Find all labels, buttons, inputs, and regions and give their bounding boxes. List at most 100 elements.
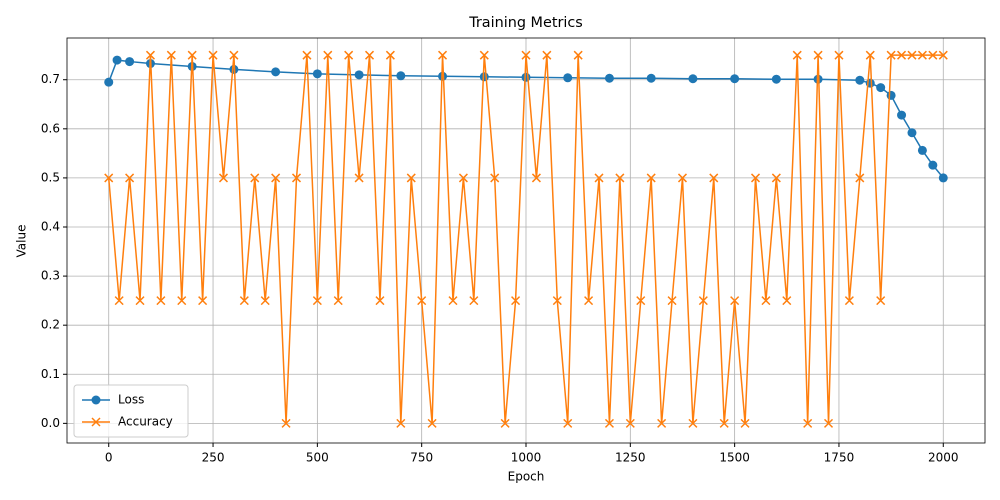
marker	[823, 418, 834, 428]
marker	[855, 75, 865, 85]
marker	[542, 50, 552, 60]
marker	[604, 418, 614, 428]
marker	[385, 50, 395, 60]
marker	[417, 296, 427, 306]
x-axis-label: Epoch	[508, 470, 545, 484]
marker	[458, 173, 468, 183]
marker	[928, 50, 938, 60]
marker	[552, 296, 562, 306]
y-tick-label: 0.6	[41, 121, 60, 135]
marker	[761, 296, 771, 306]
marker	[291, 173, 302, 183]
marker	[490, 173, 500, 183]
marker	[855, 173, 865, 183]
marker	[364, 50, 375, 60]
marker	[312, 296, 322, 306]
marker	[594, 173, 604, 183]
marker	[344, 50, 354, 60]
marker	[636, 296, 646, 306]
marker	[198, 296, 208, 306]
marker	[886, 50, 896, 60]
marker	[771, 74, 781, 84]
marker	[604, 73, 614, 83]
marker	[187, 50, 197, 60]
marker	[563, 418, 573, 428]
y-tick-label: 0.4	[41, 220, 60, 234]
marker	[177, 296, 187, 306]
x-tick-label: 250	[202, 451, 225, 465]
marker	[354, 70, 364, 80]
marker	[876, 296, 886, 306]
marker	[688, 418, 698, 428]
marker	[938, 50, 948, 60]
marker	[688, 74, 698, 84]
marker	[354, 173, 364, 183]
x-tick-label: 0	[105, 451, 113, 465]
marker	[740, 418, 750, 428]
marker	[312, 69, 322, 79]
legend-label: Accuracy	[118, 415, 173, 429]
marker	[719, 418, 729, 428]
x-tick-label: 1500	[719, 451, 750, 465]
marker	[886, 90, 896, 100]
plot-frame	[66, 37, 986, 444]
marker	[646, 73, 656, 83]
marker	[646, 173, 656, 183]
marker	[844, 296, 854, 306]
marker	[897, 50, 907, 60]
x-tick-label: 500	[306, 451, 329, 465]
marker	[114, 296, 124, 306]
marker	[91, 395, 101, 405]
marker	[469, 296, 479, 306]
marker	[479, 72, 489, 82]
marker	[771, 173, 781, 183]
marker	[531, 173, 541, 183]
marker	[218, 173, 229, 183]
marker	[834, 50, 844, 60]
marker	[667, 296, 677, 306]
marker	[239, 296, 249, 306]
marker	[375, 296, 385, 306]
marker	[730, 74, 740, 84]
marker	[112, 55, 122, 65]
marker	[333, 296, 343, 306]
marker	[125, 173, 135, 183]
y-tick-label: 0.5	[41, 170, 60, 184]
marker	[271, 173, 281, 183]
legend-box	[73, 384, 189, 438]
marker	[521, 50, 531, 60]
y-tick-label: 0.0	[41, 416, 60, 430]
marker	[500, 418, 510, 428]
marker	[563, 73, 573, 83]
marker	[917, 50, 927, 60]
marker	[928, 160, 938, 170]
marker	[302, 50, 312, 60]
y-tick-label: 0.1	[41, 367, 60, 381]
y-tick-label: 0.7	[41, 72, 60, 86]
x-tick-label: 1000	[511, 451, 542, 465]
chart-title: Training Metrics	[468, 15, 583, 31]
x-tick-label: 2000	[928, 451, 959, 465]
y-tick-label: 0.3	[41, 269, 60, 283]
marker	[897, 110, 907, 120]
legend: Loss Accuracy	[73, 384, 189, 438]
marker	[406, 173, 416, 183]
legend-label: Loss	[118, 393, 144, 407]
marker	[438, 50, 448, 60]
marker	[281, 418, 291, 428]
marker	[657, 418, 667, 428]
marker	[479, 50, 489, 60]
marker	[166, 50, 176, 60]
marker	[145, 50, 155, 60]
marker	[917, 145, 927, 155]
marker	[750, 173, 761, 183]
marker	[260, 296, 270, 306]
marker	[521, 72, 531, 82]
marker	[135, 296, 145, 306]
marker	[427, 418, 437, 428]
marker	[792, 50, 802, 60]
x-tick-label: 1250	[615, 451, 646, 465]
marker	[448, 296, 458, 306]
marker	[803, 418, 813, 428]
